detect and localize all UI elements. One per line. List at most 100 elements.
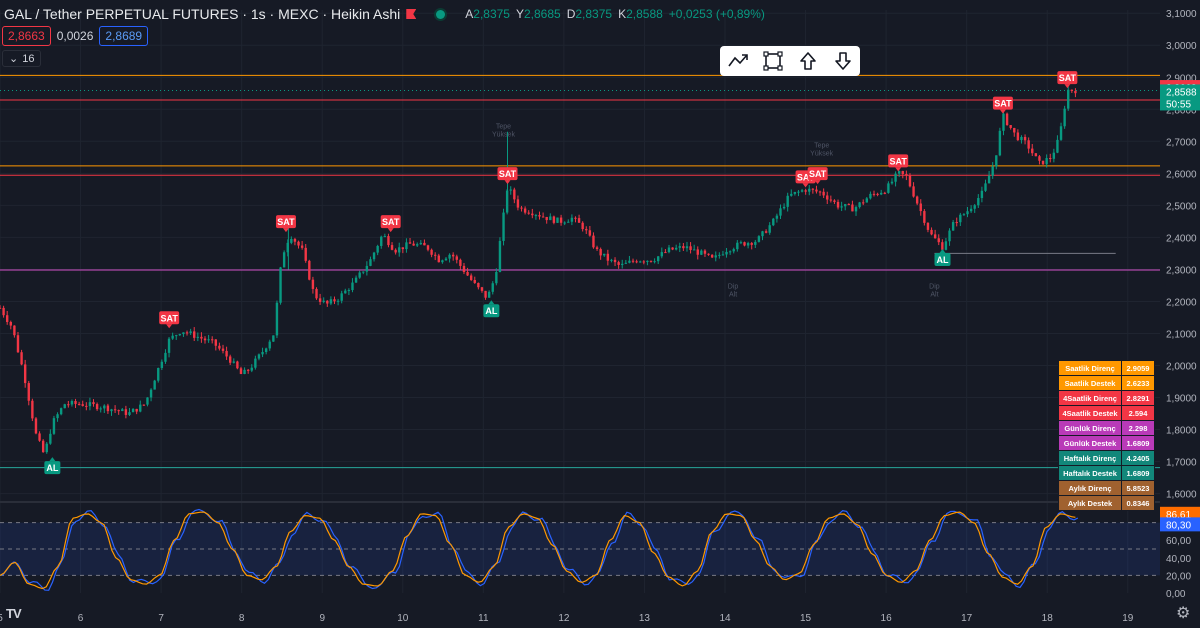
rectangle-icon[interactable] <box>762 50 784 72</box>
candle <box>836 199 840 210</box>
flag-icon[interactable] <box>406 9 417 19</box>
candle-body <box>800 190 804 192</box>
candle-body <box>1059 126 1063 140</box>
candle-body <box>782 206 786 209</box>
candle <box>207 334 210 343</box>
candle <box>674 244 678 251</box>
candle-body <box>527 212 530 214</box>
candle-body <box>13 325 16 336</box>
candle-body <box>113 409 117 411</box>
candle <box>718 252 721 259</box>
candle <box>556 217 559 223</box>
trend-line-icon[interactable] <box>727 50 749 72</box>
y-tick-label: 1,9000 <box>1166 394 1197 405</box>
buy-signal: AL <box>44 457 61 475</box>
levels-table-row: Günlük Destek 1.6809 <box>1058 435 1155 451</box>
candle <box>189 328 192 335</box>
candle-body <box>811 188 815 190</box>
candle <box>466 267 469 276</box>
candle <box>455 254 458 264</box>
ohlc-key: D <box>566 7 576 21</box>
candle <box>254 355 257 370</box>
candle-body <box>858 202 861 208</box>
level-label: 4Saatlik Destek <box>1058 405 1122 421</box>
candle <box>606 249 610 266</box>
arrow-up-icon[interactable] <box>797 50 819 72</box>
candle-body <box>862 202 865 204</box>
level-value: 2.8291 <box>1121 390 1155 406</box>
candle-body <box>63 404 66 409</box>
d-value-tag-text: 80,30 <box>1166 520 1191 531</box>
y-tick-label: 0,00 <box>1166 589 1186 600</box>
candle-body <box>466 272 469 276</box>
candle <box>545 216 548 224</box>
candle-body <box>160 361 164 368</box>
candle-body <box>926 222 930 230</box>
candle <box>473 276 476 284</box>
candle <box>351 278 354 293</box>
indicator-toggle[interactable]: ⌄ 16 <box>2 50 42 67</box>
candle <box>800 188 804 193</box>
candle-body <box>894 173 897 182</box>
candle <box>41 439 45 453</box>
candle <box>915 195 919 206</box>
candle-body <box>786 195 789 207</box>
candle <box>786 192 789 212</box>
candle-body <box>88 402 92 407</box>
candle <box>746 241 750 249</box>
candle-body <box>304 247 307 261</box>
y-tick-label: 1,8000 <box>1166 426 1197 437</box>
signal-pointer <box>504 180 511 185</box>
candle <box>16 331 20 353</box>
arrow-down-icon[interactable] <box>832 50 854 72</box>
sell-button[interactable]: 2,8663 <box>2 26 51 46</box>
candle-body <box>487 291 491 298</box>
countdown-tag-text: 50:55 <box>1166 99 1191 110</box>
candle <box>149 388 153 402</box>
candle-body <box>362 271 365 273</box>
signal-pointer <box>488 300 495 305</box>
symbol-title[interactable]: GAL / Tether PERPETUAL FUTURES · 1s · ME… <box>4 6 401 22</box>
candle-body <box>344 290 347 294</box>
candle <box>243 367 246 375</box>
y-tick-label: 2,3000 <box>1166 265 1197 276</box>
candle <box>890 178 894 185</box>
sell-signal: SAT <box>497 167 518 185</box>
candle-body <box>908 175 912 187</box>
candle <box>5 310 9 325</box>
candle-body <box>239 368 243 375</box>
tradingview-logo[interactable]: TV <box>6 606 22 621</box>
candle <box>13 325 16 338</box>
candle-body <box>930 229 933 235</box>
candle <box>984 179 987 192</box>
candle <box>347 288 351 296</box>
candle-body <box>232 361 235 363</box>
gear-icon[interactable]: ⚙ <box>1176 605 1191 622</box>
candle-body <box>5 315 9 322</box>
candle-body <box>23 364 27 384</box>
candle <box>854 205 858 216</box>
candle-body <box>214 339 218 346</box>
candle <box>344 288 347 294</box>
candle <box>743 241 746 247</box>
candle-body <box>351 282 354 291</box>
candle-body <box>750 243 753 245</box>
buy-button[interactable]: 2,8689 <box>99 26 149 46</box>
candle <box>211 336 214 344</box>
candle-body <box>689 246 692 250</box>
candle <box>498 237 502 273</box>
candle-body <box>290 238 293 243</box>
candle <box>628 255 631 264</box>
candle <box>408 237 412 244</box>
ohlc-value: 2,8375 <box>575 7 613 21</box>
candle <box>933 229 937 239</box>
candle <box>135 408 138 415</box>
level-label: Saatlik Direnç <box>1058 360 1122 376</box>
candle-body <box>919 203 922 212</box>
candle <box>588 225 592 237</box>
candle-body <box>905 174 908 176</box>
candle-body <box>211 339 214 341</box>
candle <box>167 337 171 358</box>
x-tick-label: 18 <box>1042 613 1054 624</box>
